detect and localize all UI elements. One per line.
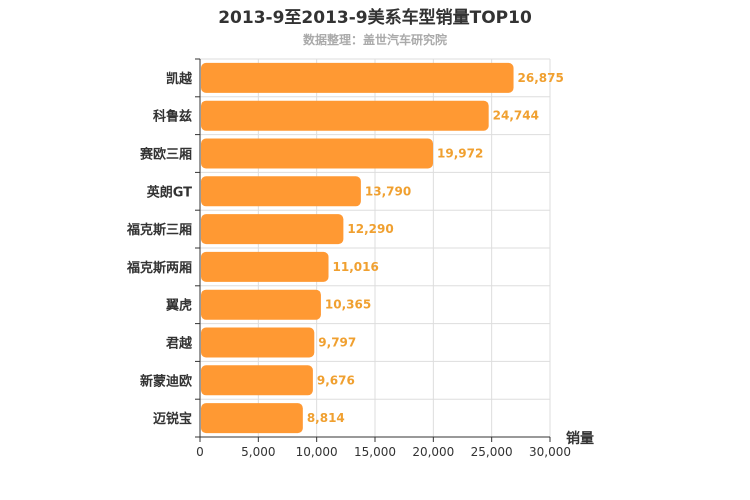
bar xyxy=(201,176,361,207)
x-tick-label: 15,000 xyxy=(354,445,396,459)
x-tick-label: 30,000 xyxy=(529,445,571,459)
category-label: 赛欧三厢 xyxy=(139,147,192,163)
x-tick-label: 25,000 xyxy=(471,445,513,459)
category-label: 君越 xyxy=(166,336,193,352)
bar xyxy=(201,100,489,131)
data-label: 19,972 xyxy=(437,147,483,161)
category-label: 英朗GT xyxy=(146,184,192,200)
category-label: 迈锐宝 xyxy=(153,411,192,427)
grid-lines xyxy=(200,58,551,438)
chart-title: 2013-9至2013-9美系车型销量TOP10 xyxy=(218,8,532,28)
bar xyxy=(201,365,313,396)
bars: 26,875 24,744 19,972 13,790 12,290 11,016 10,3… xyxy=(201,62,564,434)
data-label: 26,875 xyxy=(518,71,564,85)
category-label: 科鲁兹 xyxy=(153,109,192,125)
bar xyxy=(201,251,329,282)
bar xyxy=(201,327,315,358)
data-label: 13,790 xyxy=(365,184,411,198)
x-tick-label: 5,000 xyxy=(241,445,275,459)
category-label: 凯越 xyxy=(166,71,193,87)
data-label: 10,365 xyxy=(325,298,371,312)
x-tick-label: 20,000 xyxy=(412,445,454,459)
data-label: 9,797 xyxy=(318,336,356,350)
bar xyxy=(201,214,344,245)
data-label: 11,016 xyxy=(333,260,379,274)
category-label: 福克斯三厢 xyxy=(126,222,192,238)
bar xyxy=(201,138,434,169)
category-label: 新蒙迪欧 xyxy=(140,373,192,389)
category-label: 翼虎 xyxy=(165,298,192,314)
bar xyxy=(201,403,303,434)
bar xyxy=(201,62,514,93)
data-label: 8,814 xyxy=(307,411,345,425)
x-tick-label: 0 xyxy=(196,445,204,459)
data-label: 24,744 xyxy=(493,109,539,123)
data-label: 12,290 xyxy=(347,222,393,236)
bar xyxy=(201,289,321,320)
data-label: 9,676 xyxy=(317,373,355,387)
category-label: 福克斯两厢 xyxy=(126,260,192,276)
x-axis-title: 销量 xyxy=(566,430,594,447)
x-tick-label: 10,000 xyxy=(296,445,338,459)
chart-subtitle: 数据整理：盖世汽车研究院 xyxy=(302,33,447,47)
